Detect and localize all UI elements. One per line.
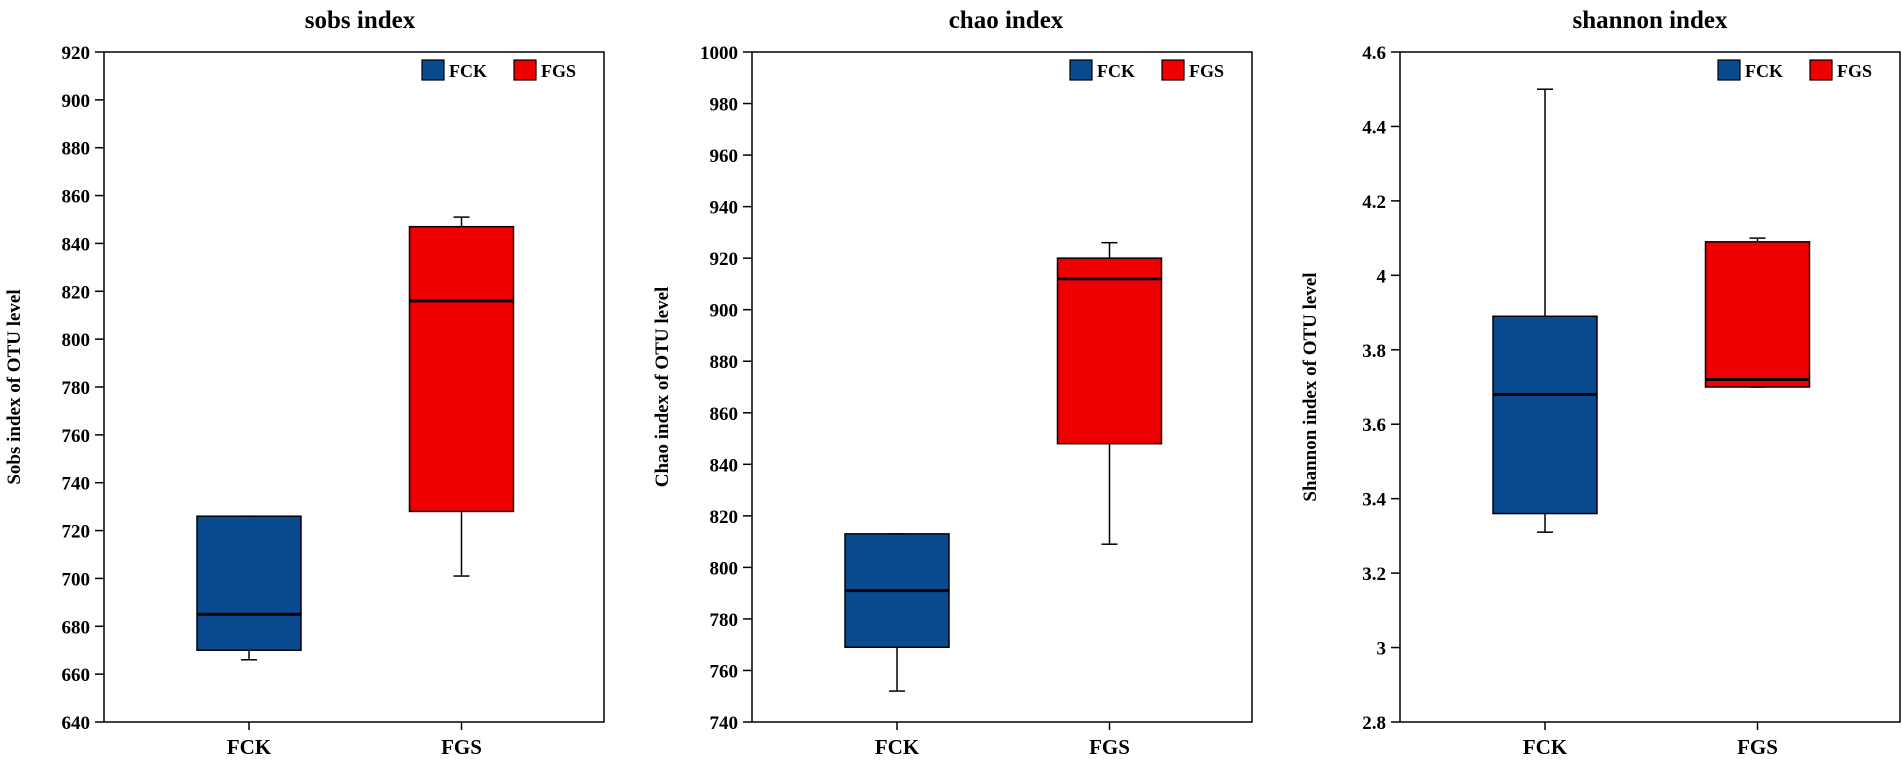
y-tick-label: 760 <box>710 661 739 682</box>
x-tick-label: FGS <box>1737 735 1778 759</box>
y-tick-label: 3.4 <box>1362 490 1386 511</box>
boxplot-figure: sobs index Sobs index of OTU level 640 660 6… <box>0 0 1902 761</box>
y-tick-label: 660 <box>62 665 91 686</box>
y-tick-label: 960 <box>710 146 739 167</box>
y-tick-label: 720 <box>62 522 91 543</box>
y-tick-label: 3.8 <box>1362 341 1386 362</box>
y-tick-label: 820 <box>710 507 739 528</box>
y-tick-label: 700 <box>62 569 91 590</box>
legend-swatch-fgs <box>1162 60 1184 80</box>
x-tick-label: FCK <box>1523 735 1568 759</box>
x-tick-label: FCK <box>875 735 920 759</box>
x-tick-label: FGS <box>1089 735 1130 759</box>
y-tick-label: 840 <box>710 455 739 476</box>
plot-frame <box>104 52 604 722</box>
plot-frame <box>1400 52 1900 722</box>
y-tick-label: 900 <box>62 91 91 112</box>
plot-frame <box>752 52 1252 722</box>
y-tick-label: 820 <box>62 282 91 303</box>
y-tick-label: 3.6 <box>1362 415 1386 436</box>
box-fgs <box>1706 242 1810 387</box>
legend-swatch-fck <box>1070 60 1092 80</box>
y-tick-label: 760 <box>62 426 91 447</box>
y-tick-label: 980 <box>710 95 739 116</box>
legend-swatch-fck <box>1718 60 1740 80</box>
y-tick-label: 780 <box>710 610 739 631</box>
chart-title: shannon index <box>1573 7 1728 34</box>
legend-label: FGS <box>1189 61 1224 81</box>
y-tick-label: 920 <box>62 43 91 64</box>
chart-title: chao index <box>949 7 1064 34</box>
y-tick-label: 780 <box>62 378 91 399</box>
y-tick-label: 900 <box>710 301 739 322</box>
legend: FCK FGS <box>422 60 576 81</box>
y-tick-label: 920 <box>710 249 739 270</box>
legend-label: FCK <box>1097 61 1135 81</box>
y-axis-label: Shannon index of OTU level <box>1300 272 1321 501</box>
y-tick-label: 3 <box>1377 639 1387 660</box>
y-tick-label: 4.4 <box>1362 117 1386 138</box>
legend-label: FCK <box>449 61 487 81</box>
y-tick-label: 940 <box>710 198 739 219</box>
x-tick-label: FGS <box>441 735 482 759</box>
y-tick-label: 800 <box>62 330 91 351</box>
y-tick-label: 840 <box>62 234 91 255</box>
y-tick-label: 4 <box>1377 266 1387 287</box>
y-tick-label: 2.8 <box>1362 713 1386 734</box>
x-tick-label: FCK <box>227 735 272 759</box>
y-tick-label: 4.6 <box>1362 43 1386 64</box>
y-tick-label: 880 <box>710 352 739 373</box>
y-tick-label: 3.2 <box>1362 564 1386 585</box>
chart-panel-2: chao index Chao index of OTU level 740 760 7… <box>652 7 1252 759</box>
chart-title: sobs index <box>305 7 416 34</box>
box-fgs <box>1058 258 1162 444</box>
chart-panel-1: sobs index Sobs index of OTU level 640 660 6… <box>4 7 604 759</box>
legend-swatch-fgs <box>1810 60 1832 80</box>
legend: FCK FGS <box>1070 60 1224 81</box>
box-fgs <box>410 227 514 512</box>
legend-swatch-fck <box>422 60 444 80</box>
box-fck <box>1493 316 1597 513</box>
y-tick-label: 740 <box>62 474 91 495</box>
y-tick-label: 860 <box>710 404 739 425</box>
chart-panel-3: shannon index Shannon index of OTU level 2… <box>1300 7 1900 759</box>
y-axis-label: Chao index of OTU level <box>652 287 673 488</box>
y-tick-label: 4.2 <box>1362 192 1386 213</box>
y-tick-label: 880 <box>62 139 91 160</box>
legend-swatch-fgs <box>514 60 536 80</box>
y-tick-label: 640 <box>62 713 91 734</box>
y-tick-label: 1000 <box>700 43 738 64</box>
box-fck <box>197 516 301 650</box>
y-tick-label: 860 <box>62 187 91 208</box>
legend: FCK FGS <box>1718 60 1872 81</box>
y-axis-label: Sobs index of OTU level <box>4 289 25 484</box>
legend-label: FGS <box>1837 61 1872 81</box>
y-tick-label: 740 <box>710 713 739 734</box>
y-tick-label: 800 <box>710 558 739 579</box>
y-tick-label: 680 <box>62 617 91 638</box>
legend-label: FCK <box>1745 61 1783 81</box>
legend-label: FGS <box>541 61 576 81</box>
